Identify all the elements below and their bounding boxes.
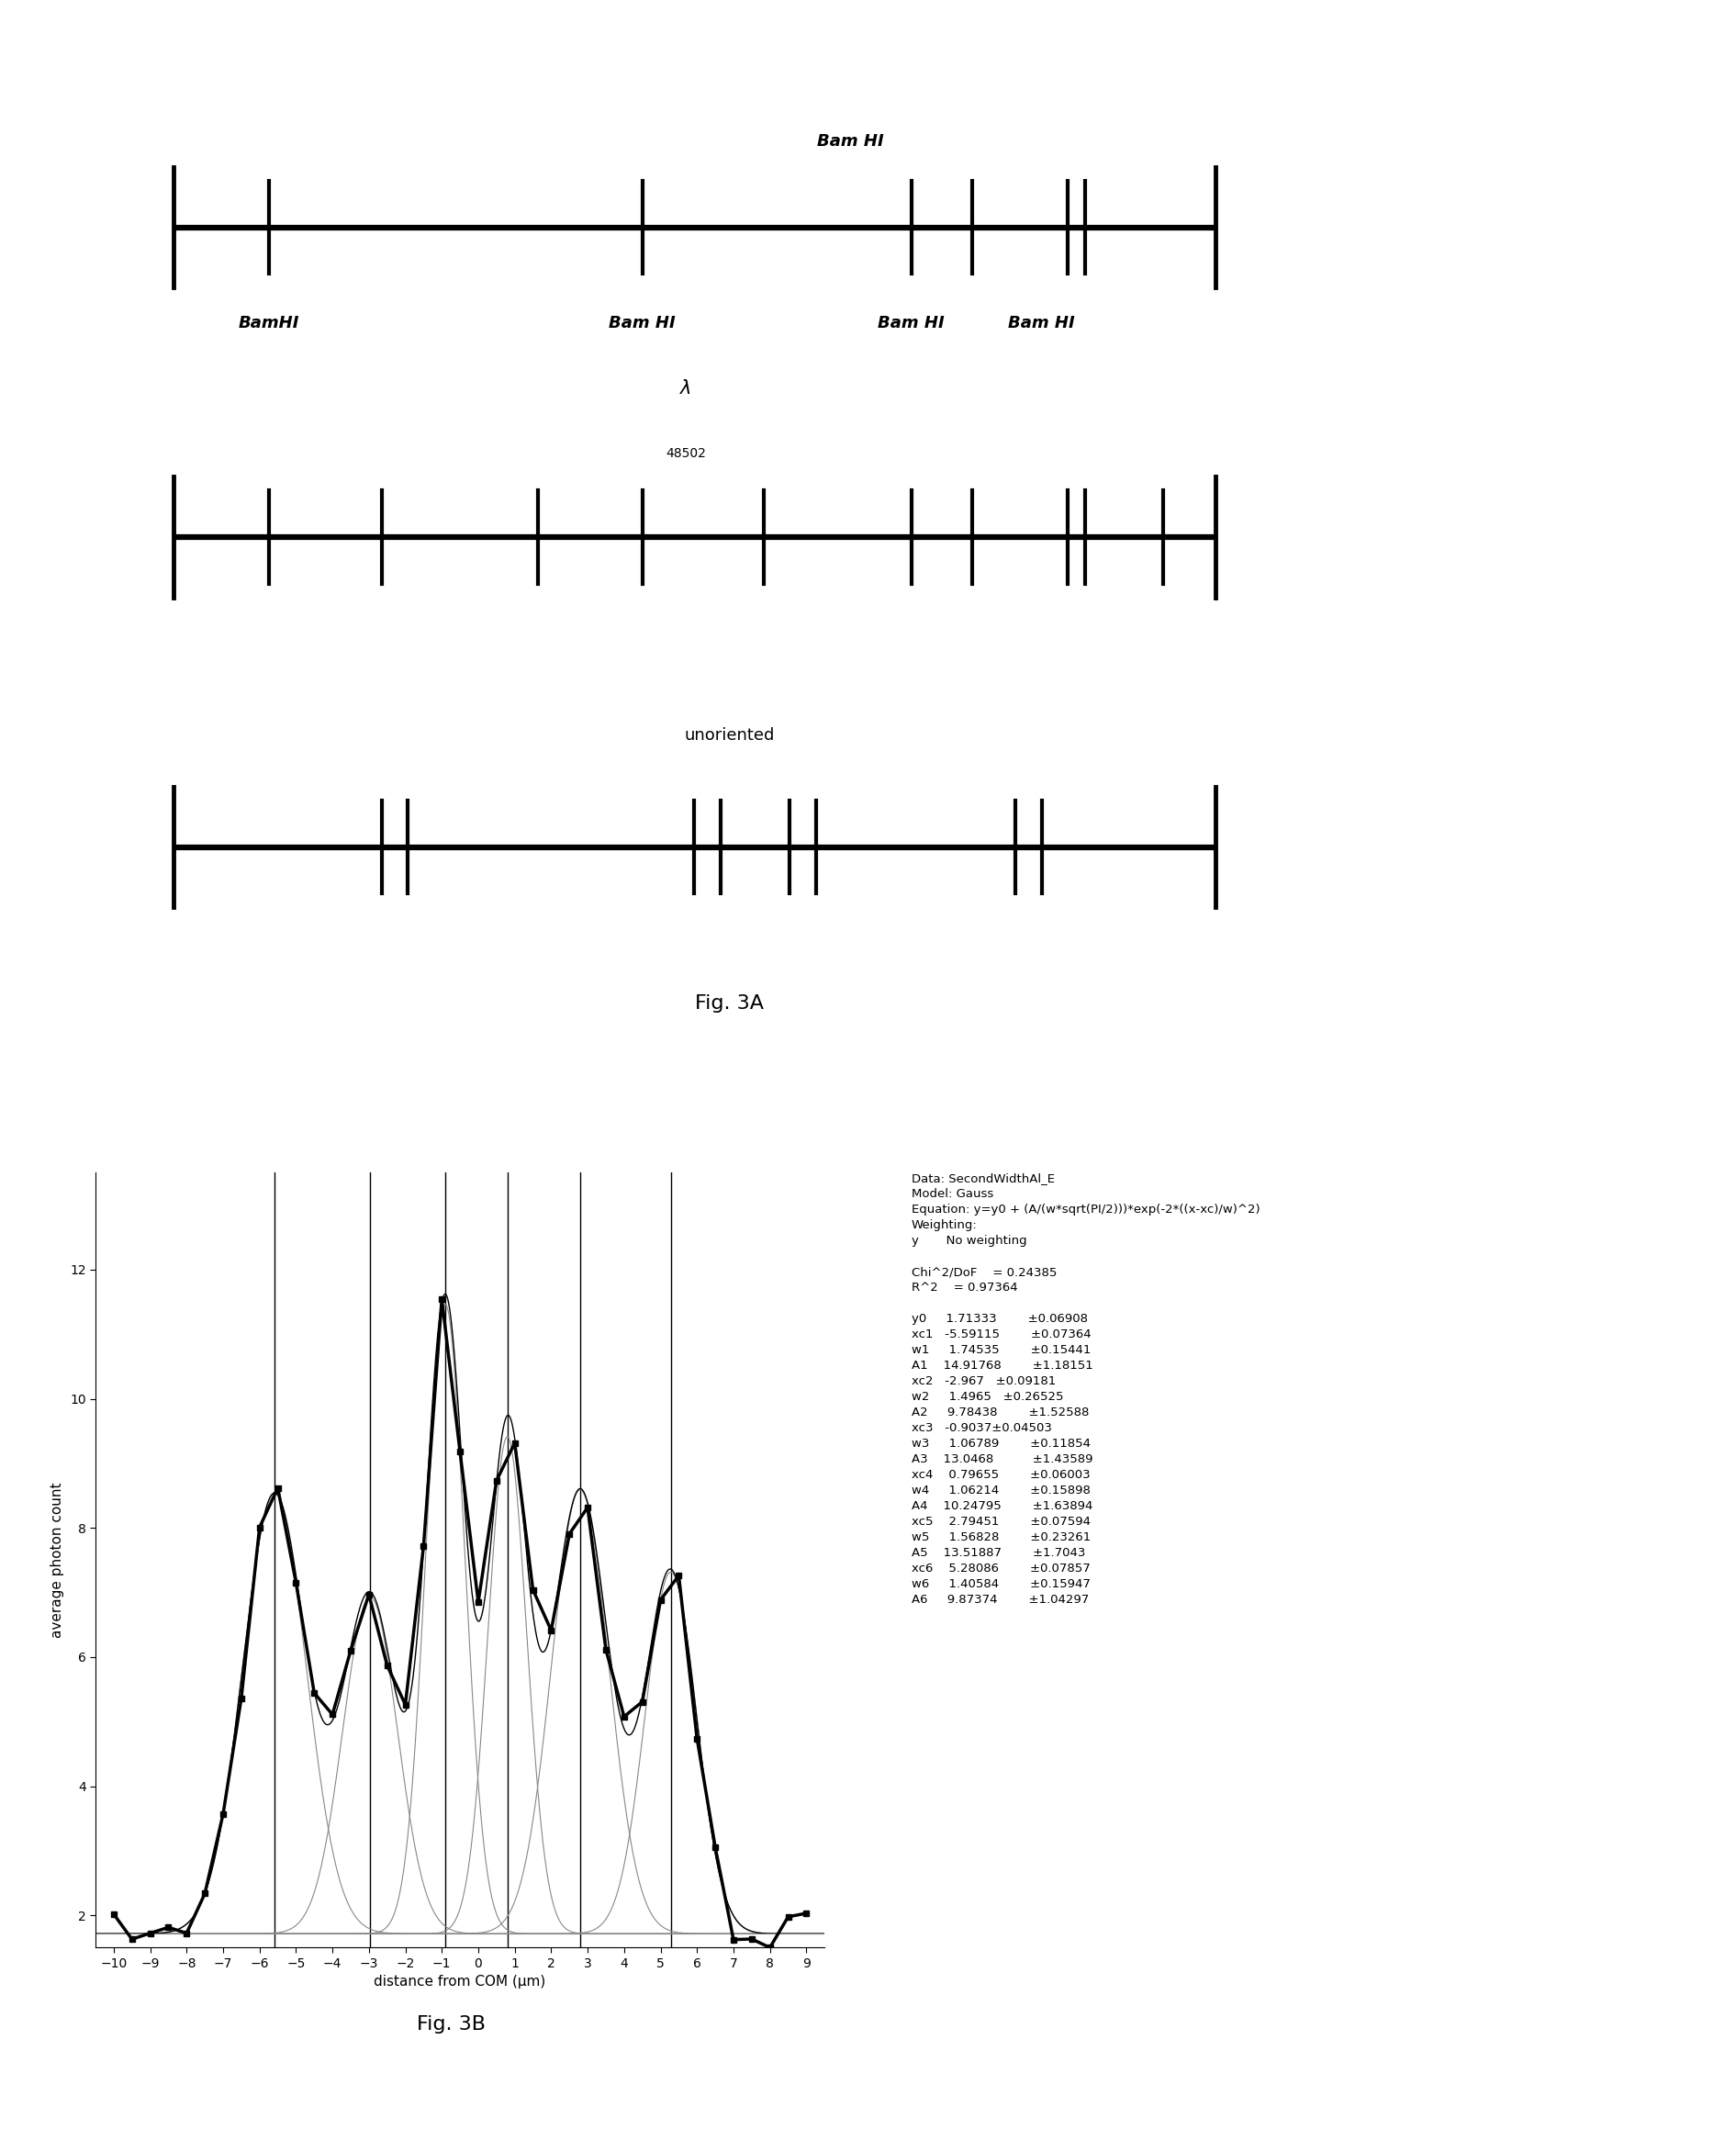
Text: Bam HI: Bam HI bbox=[818, 133, 884, 151]
X-axis label: distance from COM (μm): distance from COM (μm) bbox=[373, 1976, 547, 1988]
Y-axis label: average photon count: average photon count bbox=[50, 1483, 64, 1638]
Text: unoriented: unoriented bbox=[684, 727, 774, 745]
Text: BamHI: BamHI bbox=[238, 314, 300, 331]
Text: Fig. 3A: Fig. 3A bbox=[694, 994, 764, 1011]
Text: Fig. 3B: Fig. 3B bbox=[417, 2014, 486, 2034]
Text: Bam HI: Bam HI bbox=[609, 314, 675, 331]
Text: 48502: 48502 bbox=[665, 448, 707, 461]
Text: Bam HI: Bam HI bbox=[1009, 314, 1075, 331]
Text: $\lambda$: $\lambda$ bbox=[681, 379, 691, 398]
Text: Data: SecondWidthAl_E
Model: Gauss
Equation: y=y0 + (A/(w*sqrt(PI/2)))*exp(-2*((: Data: SecondWidthAl_E Model: Gauss Equat… bbox=[911, 1173, 1260, 1605]
Text: Bam HI: Bam HI bbox=[878, 314, 944, 331]
